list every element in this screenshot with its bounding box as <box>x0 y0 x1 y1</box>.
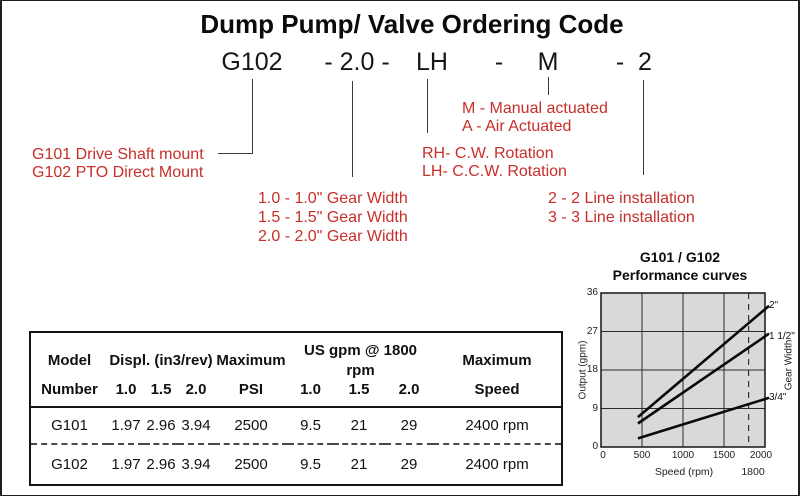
label-actuation-m: M - Manual actuated <box>462 100 608 117</box>
label-rotation-rh: RH- C.W. Rotation <box>422 145 554 162</box>
y-axis-right-label: Gear Width <box>783 339 795 391</box>
col-subheader-speed: Speed <box>433 380 563 408</box>
y-tick-0: 0 <box>592 441 598 452</box>
spec-table: Model Displ. (in3/rev) Maximum US gpm @ … <box>29 331 564 486</box>
col-header-maximum: Maximum <box>216 351 286 369</box>
series-line <box>637 332 770 425</box>
cell-psi: 2500 <box>234 455 268 473</box>
col-subheader-number: Number <box>30 380 108 408</box>
cell-speed: 2400 rpm <box>433 406 563 445</box>
cell-gpm-20: 29 <box>385 406 434 445</box>
col-header-maximum-2: Maximum <box>462 351 532 369</box>
code-segment-actuation: M <box>537 48 559 76</box>
x-tick-1500: 1500 <box>712 450 736 461</box>
connector-actuation-vline <box>548 77 549 95</box>
series-label-1-5in: 1 1/2" <box>769 331 795 342</box>
cell-displ-15: 2.96 <box>146 455 176 473</box>
col-header-model: Model <box>47 351 92 369</box>
label-installation-2: 2 - 2 Line installation <box>548 190 695 207</box>
table-row-g102: G102 1.97 2.96 3.94 2500 9.5 21 29 2400 … <box>30 444 562 485</box>
y-tick-18: 18 <box>586 364 598 375</box>
label-mount-g101: G101 Drive Shaft mount <box>32 146 204 163</box>
table-header-row-1: Model Displ. (in3/rev) Maximum US gpm @ … <box>30 332 562 380</box>
connector-installation-vline <box>643 80 644 175</box>
chart-subtitle: Performance curves <box>612 267 748 283</box>
col-subheader-d20: 2.0 <box>178 380 214 408</box>
label-gear-width-10: 1.0 - 1.0" Gear Width <box>258 190 408 207</box>
cell-gpm-10: 9.5 <box>288 406 333 445</box>
series-line <box>637 396 770 440</box>
col-subheader-d10: 1.0 <box>108 380 144 408</box>
cell-model: G102 <box>51 455 88 473</box>
col-subheader-psi: PSI <box>214 380 288 408</box>
code-segment-model: G102 <box>221 48 283 76</box>
table-row-g101: G101 1.97 2.96 3.94 2500 9.5 21 29 2400 … <box>30 406 563 445</box>
label-rotation-lh: LH- C.C.W. Rotation <box>422 163 567 180</box>
label-mount-g102: G102 PTO Direct Mount <box>32 164 204 181</box>
y-tick-9: 9 <box>592 403 598 414</box>
series-line <box>637 304 770 419</box>
plot-border <box>600 292 766 448</box>
code-segment-gear-width: - 2.0 - <box>324 48 390 76</box>
label-installation-3: 3 - 3 Line installation <box>548 209 695 226</box>
x-tick-1000: 1000 <box>671 450 695 461</box>
code-segment-rotation: LH <box>416 48 448 76</box>
x-tick-500: 500 <box>633 450 651 461</box>
connector-rotation-vline <box>427 79 428 133</box>
cell-displ-15: 2.96 <box>144 406 178 445</box>
cell-gpm-20: 29 <box>400 455 418 473</box>
col-subheader-g15: 1.5 <box>333 380 385 408</box>
cell-speed: 2400 rpm <box>465 455 529 473</box>
col-subheader-d15: 1.5 <box>144 380 178 408</box>
y-axis-label: Output (gpm) <box>577 340 589 400</box>
label-gear-width-20: 2.0 - 2.0" Gear Width <box>258 228 408 245</box>
cell-psi: 2500 <box>214 406 288 445</box>
code-segment-installation: 2 <box>638 48 652 76</box>
chart-plot-area <box>600 292 770 448</box>
series-label-0-75in: 3/4" <box>769 392 787 403</box>
x-axis-label: Speed (rpm) <box>654 466 714 478</box>
cell-model: G101 <box>30 406 108 445</box>
label-actuation-a: A - Air Actuated <box>462 118 572 135</box>
series-label-2in: 2" <box>769 300 779 311</box>
cell-displ-20: 3.94 <box>181 455 211 473</box>
cell-gpm-15: 21 <box>350 455 368 473</box>
chart-title: G101 / G102 <box>639 249 721 265</box>
performance-chart: G101 / G102 Performance curves 36 27 18 … <box>572 247 800 495</box>
cell-displ-10: 1.97 <box>111 455 141 473</box>
col-subheader-g10: 1.0 <box>288 380 333 408</box>
reference-line-label: 1800 <box>741 466 765 478</box>
cell-gpm-15: 21 <box>333 406 385 445</box>
col-header-us-gpm: US gpm @ 1800 rpm <box>304 342 417 379</box>
cell-displ-10: 1.97 <box>108 406 144 445</box>
y-tick-27: 27 <box>586 326 598 337</box>
col-header-displacement: Displ. (in3/rev) <box>109 351 213 369</box>
x-tick-2000: 2000 <box>749 450 773 461</box>
code-separator-1: - <box>494 48 504 76</box>
connector-gear-width-vline <box>352 81 353 177</box>
code-separator-2: - <box>615 48 625 76</box>
connector-model-vline <box>252 79 253 154</box>
cell-displ-20: 3.94 <box>178 406 214 445</box>
x-tick-0: 0 <box>600 450 606 461</box>
cell-gpm-10: 9.5 <box>300 455 321 473</box>
y-tick-36: 36 <box>586 287 598 298</box>
label-gear-width-15: 1.5 - 1.5" Gear Width <box>258 209 408 226</box>
connector-model-hline <box>218 153 253 154</box>
page-title: Dump Pump/ Valve Ordering Code <box>200 9 624 39</box>
table-header-row-2: Number 1.0 1.5 2.0 PSI 1.0 1.5 2.0 Speed <box>30 380 563 408</box>
col-subheader-g20: 2.0 <box>385 380 434 408</box>
